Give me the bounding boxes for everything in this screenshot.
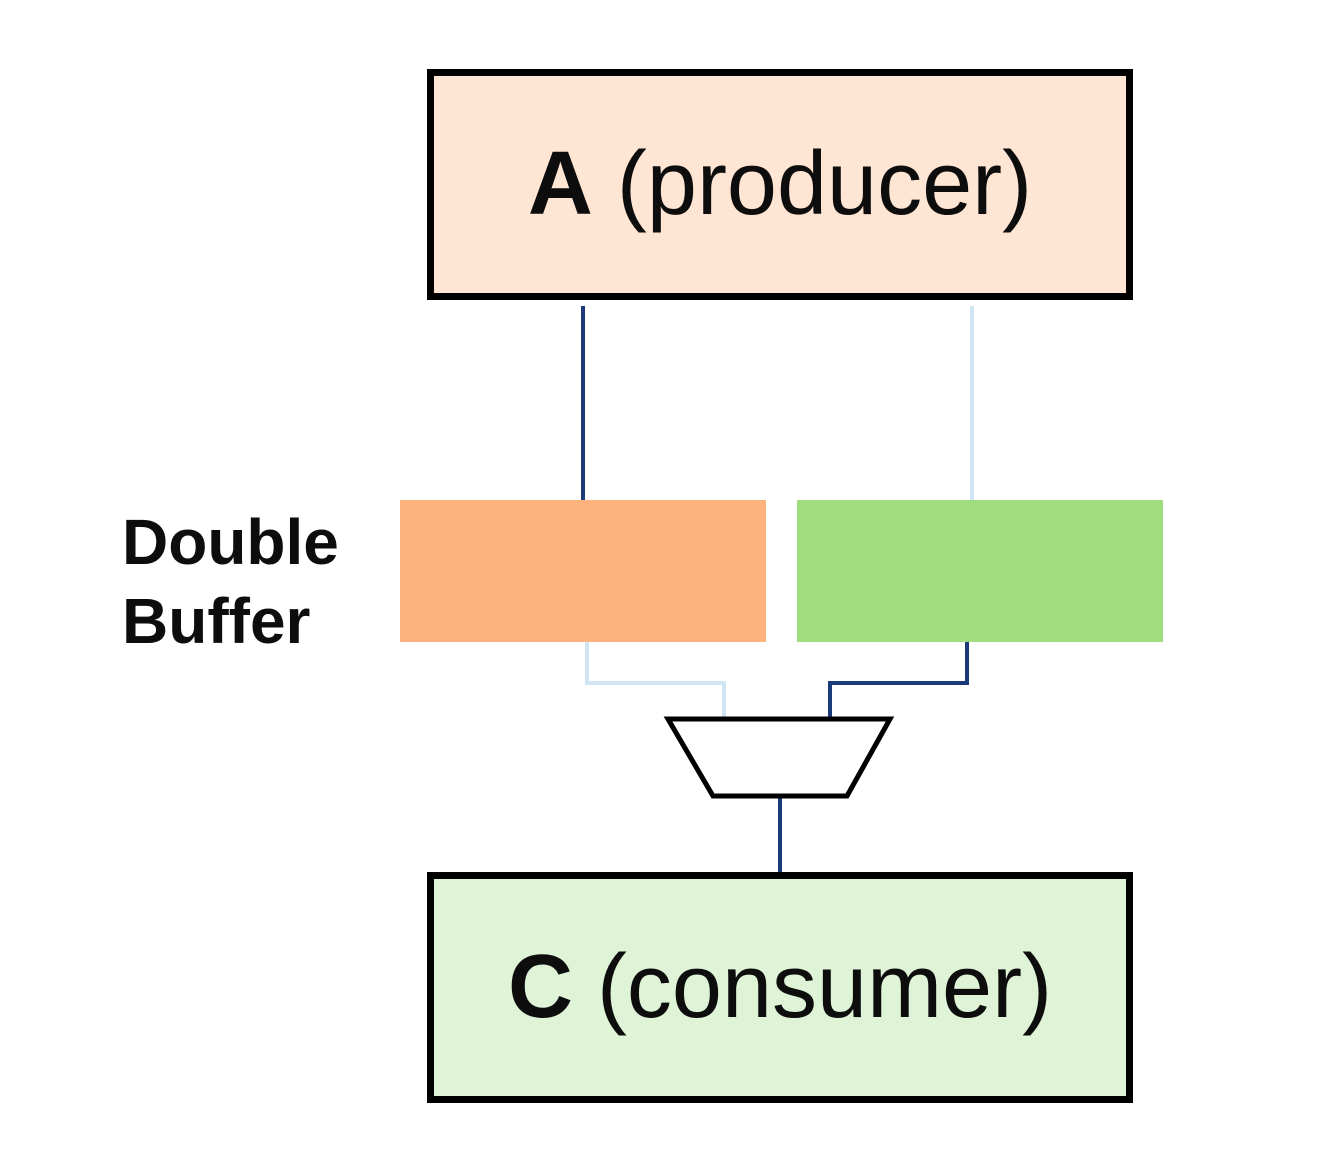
- consumer-box: C (consumer): [427, 872, 1133, 1103]
- consumer-role: (consumer): [596, 937, 1053, 1037]
- buffer-0: [400, 500, 766, 642]
- producer-role: (producer): [616, 134, 1033, 234]
- buffer-1: [797, 500, 1163, 642]
- producer-letter: A: [527, 134, 593, 234]
- consumer-letter: C: [507, 937, 573, 1037]
- mux-icon: [663, 716, 895, 799]
- double-buffer-label-line2: Buffer: [122, 585, 311, 657]
- double-buffer-label-line1: Double: [122, 506, 339, 578]
- producer-box: A (producer): [427, 69, 1133, 300]
- wire-buffer-0-to-mux: [585, 642, 726, 720]
- double-buffer-label: Double Buffer: [122, 503, 339, 661]
- wire-buffer-1-to-mux: [828, 642, 969, 720]
